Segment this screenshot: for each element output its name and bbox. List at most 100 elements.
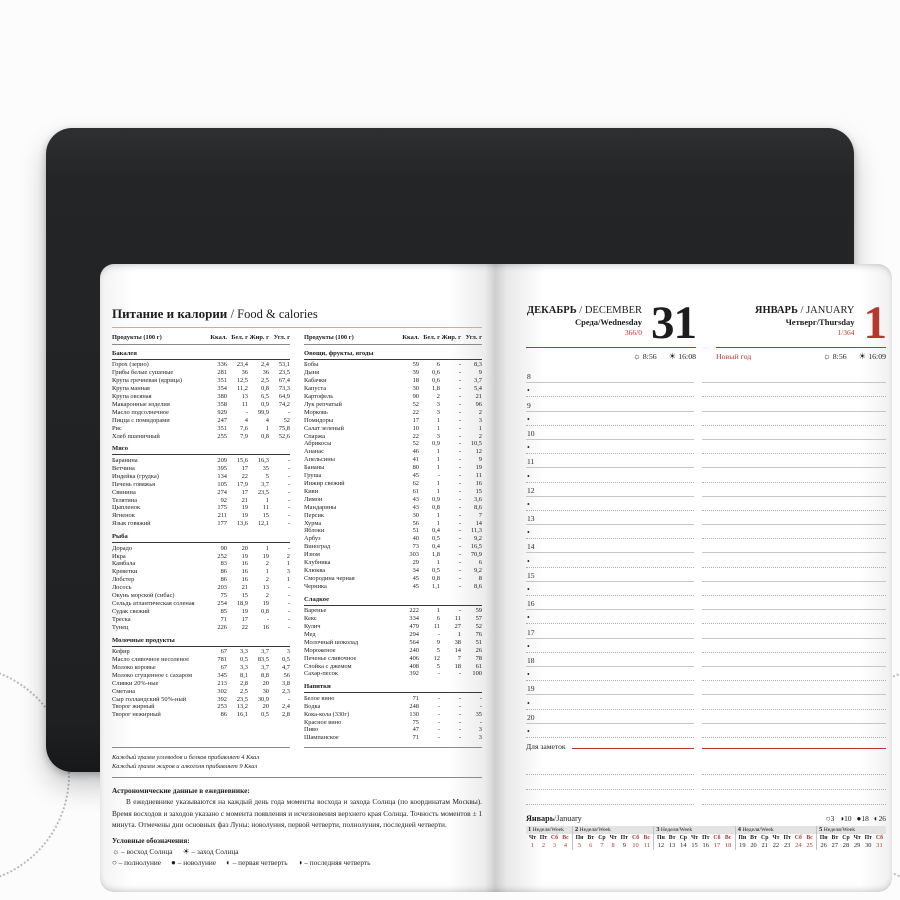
food-fat: 30,9 — [257, 695, 269, 703]
schedule-line: • — [526, 610, 694, 625]
food-name: Мороженое — [304, 646, 336, 654]
food-kcal: 52 — [412, 400, 419, 408]
calendar-dow: Пт — [620, 834, 629, 841]
calendar-day-cell: Ср 28 — [840, 835, 851, 850]
food-name: Персик — [304, 511, 325, 519]
week-number: 4 — [737, 825, 741, 833]
sunset-time: ☀ 16:09 — [859, 351, 886, 362]
food-name: Дыня — [304, 369, 320, 377]
food-fat: 16,3 — [257, 456, 269, 464]
food-kcal: 408 — [409, 662, 419, 670]
sunset-value: 16:09 — [868, 352, 886, 361]
food-carbs: 96 — [475, 400, 482, 408]
food-protein: 2 — [436, 393, 440, 401]
food-fat: 3,7 — [261, 480, 269, 488]
schedule-line: • — [526, 497, 694, 511]
schedule-line — [702, 440, 886, 455]
food-fat: - — [458, 424, 461, 432]
food-kcal: 392 — [217, 695, 227, 703]
food-carbs: 76 — [475, 630, 482, 638]
schedule-row: • — [526, 468, 886, 483]
calendar-date: 14 — [680, 841, 687, 849]
schedule-line — [702, 667, 886, 682]
food-row: Телятина 92 21 1 - — [112, 497, 290, 505]
food-kcal: 62 — [412, 480, 419, 487]
bullet-marker: • — [527, 698, 530, 708]
food-row: Грибы белые сушеные 281 36 36 23,5 — [112, 369, 290, 377]
food-fat: 30 — [262, 687, 269, 695]
food-name: Красное вино — [304, 718, 342, 726]
bullet-marker: • — [527, 528, 530, 538]
food-name: Язык говяжий — [112, 520, 151, 528]
hour-label: 10 — [527, 428, 535, 438]
food-carbs: - — [287, 584, 290, 592]
food-kcal: 45 — [412, 574, 419, 582]
food-row: Судак свежий 85 19 0,8 - — [112, 608, 290, 616]
schedule-line — [702, 681, 886, 696]
food-row: Виноград 73 0,4 - 16,5 — [304, 543, 482, 551]
food-fat: 20 — [262, 703, 269, 711]
food-protein: 6 — [436, 615, 440, 623]
food-fat: - — [458, 393, 461, 401]
food-name: Клюква — [304, 566, 326, 574]
food-fat: 83,5 — [257, 656, 269, 663]
food-fat: - — [266, 615, 269, 623]
schedule-line — [702, 724, 886, 738]
food-fat: - — [458, 607, 461, 615]
food-name: Молоко коровье — [112, 663, 156, 671]
week-header: 5 Неделя/Week — [817, 825, 887, 834]
sunrise-icon: ☼ — [633, 351, 641, 361]
schedule-row: • — [526, 639, 886, 653]
calendar-date: 17 — [713, 841, 721, 849]
food-fat: - — [458, 377, 461, 385]
food-carbs: - — [287, 623, 290, 631]
calendar-title: Январь/January — [526, 814, 582, 823]
food-row: Киви 61 1 - 15 — [304, 488, 482, 496]
food-kcal: 222 — [409, 607, 419, 615]
food-carbs: 2 — [286, 552, 290, 560]
food-carbs: - — [287, 695, 290, 703]
calendar-dow: Пн — [819, 834, 828, 841]
food-protein: 12 — [433, 654, 440, 662]
food-name: Груша — [304, 472, 322, 480]
food-name: Масло сливочное несоленое — [112, 656, 190, 663]
food-carbs: 9 — [478, 369, 482, 377]
first-quarter-legend-item: ◐ – первая четверть — [226, 858, 288, 868]
food-carbs: 0,5 — [282, 656, 290, 663]
schedule-line: 19 — [526, 681, 694, 696]
food-fat: - — [458, 527, 461, 535]
calendar-dow: Чт — [853, 834, 861, 841]
food-row: Камбала 83 16 2 1 — [112, 560, 290, 568]
food-name: Бананы — [304, 464, 325, 472]
notes-line-row — [526, 775, 886, 790]
food-protein: 36 — [241, 369, 248, 377]
food-protein: 3 — [436, 400, 440, 408]
day-counter: 1/364 — [837, 328, 855, 337]
food-kcal: 303 — [409, 551, 419, 559]
food-row: Бобы 59 6 - 8,3 — [304, 361, 482, 369]
food-fat: - — [458, 400, 461, 408]
table-column-header: Продукты (100 г) Ккал. Бел. г Жир. г Угл… — [304, 334, 482, 345]
col-protein: Бел. г — [231, 334, 248, 341]
hour-label: 13 — [527, 514, 535, 524]
calendar-date: 11 — [643, 841, 650, 849]
calendar-day-cell: Ср 21 — [759, 835, 770, 850]
month-title: ЯНВАРЬ / JANUARY — [755, 305, 855, 317]
calendar-title-ru: Январь — [526, 813, 555, 823]
food-carbs: 3 — [478, 726, 482, 734]
calendar-day-cell: Сб 10 — [630, 835, 641, 850]
food-name: Масло подсолнечное — [112, 408, 169, 416]
schedule-row: • — [526, 610, 886, 625]
schedule-line — [702, 426, 886, 440]
food-carbs: 1 — [478, 424, 482, 432]
food-name: Морковь — [304, 408, 328, 416]
food-row: Творог нежирный 86 16,1 0,5 2,8 — [112, 711, 290, 719]
first-quarter-icon: ◐ — [873, 813, 879, 823]
food-carbs: 78 — [475, 654, 482, 662]
sunrise-value: 8:56 — [642, 352, 657, 361]
calendar-date: 3 — [552, 841, 557, 849]
january-header: ЯНВАРЬ / JANUARY Четверг/Thursday 1/364 … — [716, 300, 887, 362]
sun-times: ☼ 8:56 ☀ 16:08 — [526, 348, 696, 362]
bullet-marker: • — [527, 585, 530, 594]
new-moon-icon: ● — [171, 858, 176, 868]
